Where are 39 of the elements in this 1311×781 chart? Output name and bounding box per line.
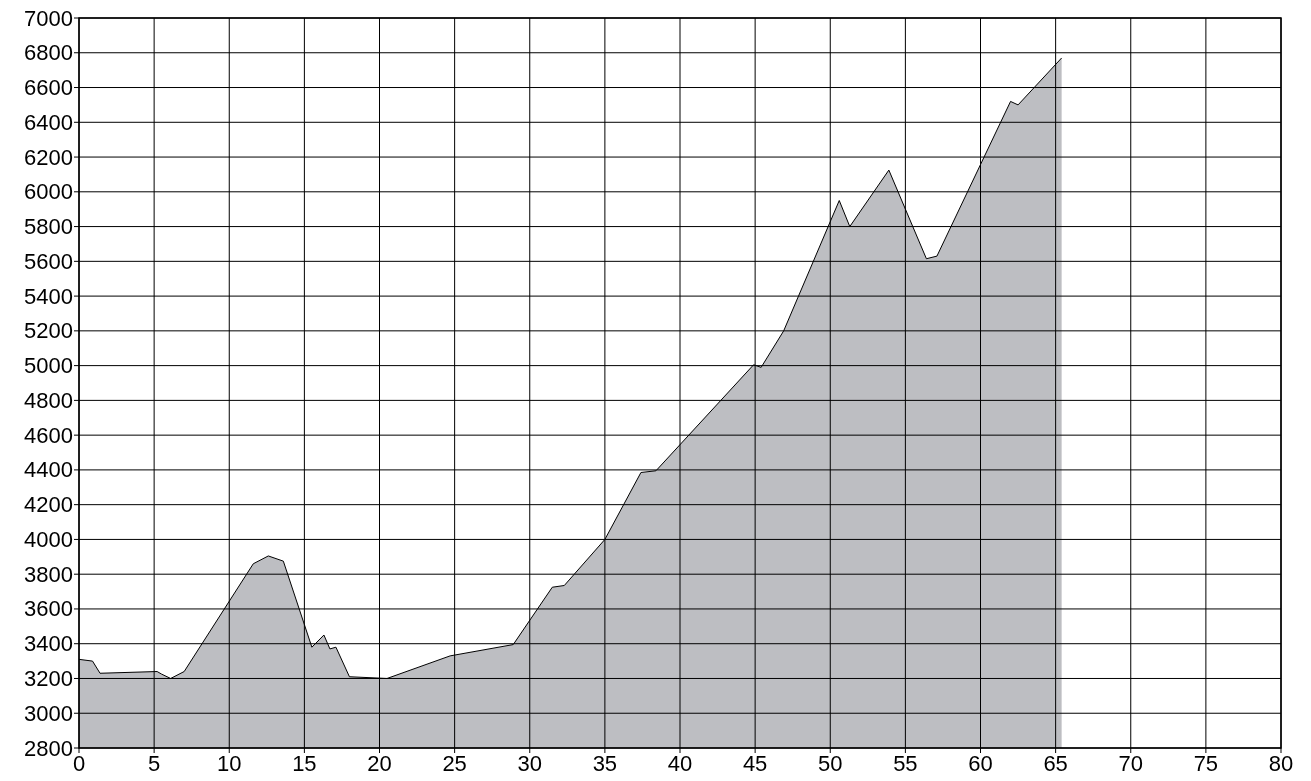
y-tick-label: 3400 <box>24 631 73 657</box>
x-tick-label: 50 <box>818 751 843 776</box>
y-tick-label: 4800 <box>24 387 73 413</box>
x-tick-label: 35 <box>592 751 618 776</box>
x-tick-label: 30 <box>517 751 542 776</box>
x-tick-label: 75 <box>1193 751 1219 776</box>
x-tick-label: 25 <box>442 751 467 776</box>
y-tick-label: 3000 <box>24 700 73 726</box>
y-tick-label: 7000 <box>24 5 73 31</box>
x-tick-label: 10 <box>217 751 242 776</box>
x-tick-label: 0 <box>72 751 86 776</box>
y-tick-label: 5600 <box>24 248 73 274</box>
x-tick-label: 60 <box>968 751 993 776</box>
x-tick-label: 5 <box>148 751 161 776</box>
x-tick-label: 15 <box>292 751 317 776</box>
y-tick-label: 3800 <box>24 561 73 587</box>
y-tick-label: 6600 <box>24 75 73 101</box>
y-tick-label: 5200 <box>24 318 73 344</box>
x-tick-label: 80 <box>1268 751 1294 776</box>
y-tick-label: 6800 <box>24 40 73 66</box>
x-tick-label: 40 <box>667 751 693 776</box>
y-tick-label: 4000 <box>24 526 73 552</box>
x-tick-label: 45 <box>742 751 768 776</box>
y-tick-label: 6400 <box>24 109 73 135</box>
x-tick-label: 55 <box>893 751 918 776</box>
y-tick-label: 4400 <box>24 457 73 483</box>
y-tick-label: 3200 <box>24 665 73 691</box>
y-tick-label: 4600 <box>24 422 73 448</box>
y-tick-label: 3600 <box>24 596 73 622</box>
y-tick-label: 4200 <box>24 492 73 518</box>
y-tick-label: 2800 <box>24 735 73 761</box>
y-tick-label: 5400 <box>24 283 73 309</box>
x-tick-label: 20 <box>367 751 392 776</box>
y-tick-label: 5800 <box>24 214 73 240</box>
y-tick-label: 5000 <box>24 353 73 379</box>
y-tick-label: 6200 <box>24 144 73 170</box>
x-tick-label: 70 <box>1118 751 1143 776</box>
y-tick-label: 6000 <box>24 179 73 205</box>
x-tick-label: 65 <box>1043 751 1068 776</box>
